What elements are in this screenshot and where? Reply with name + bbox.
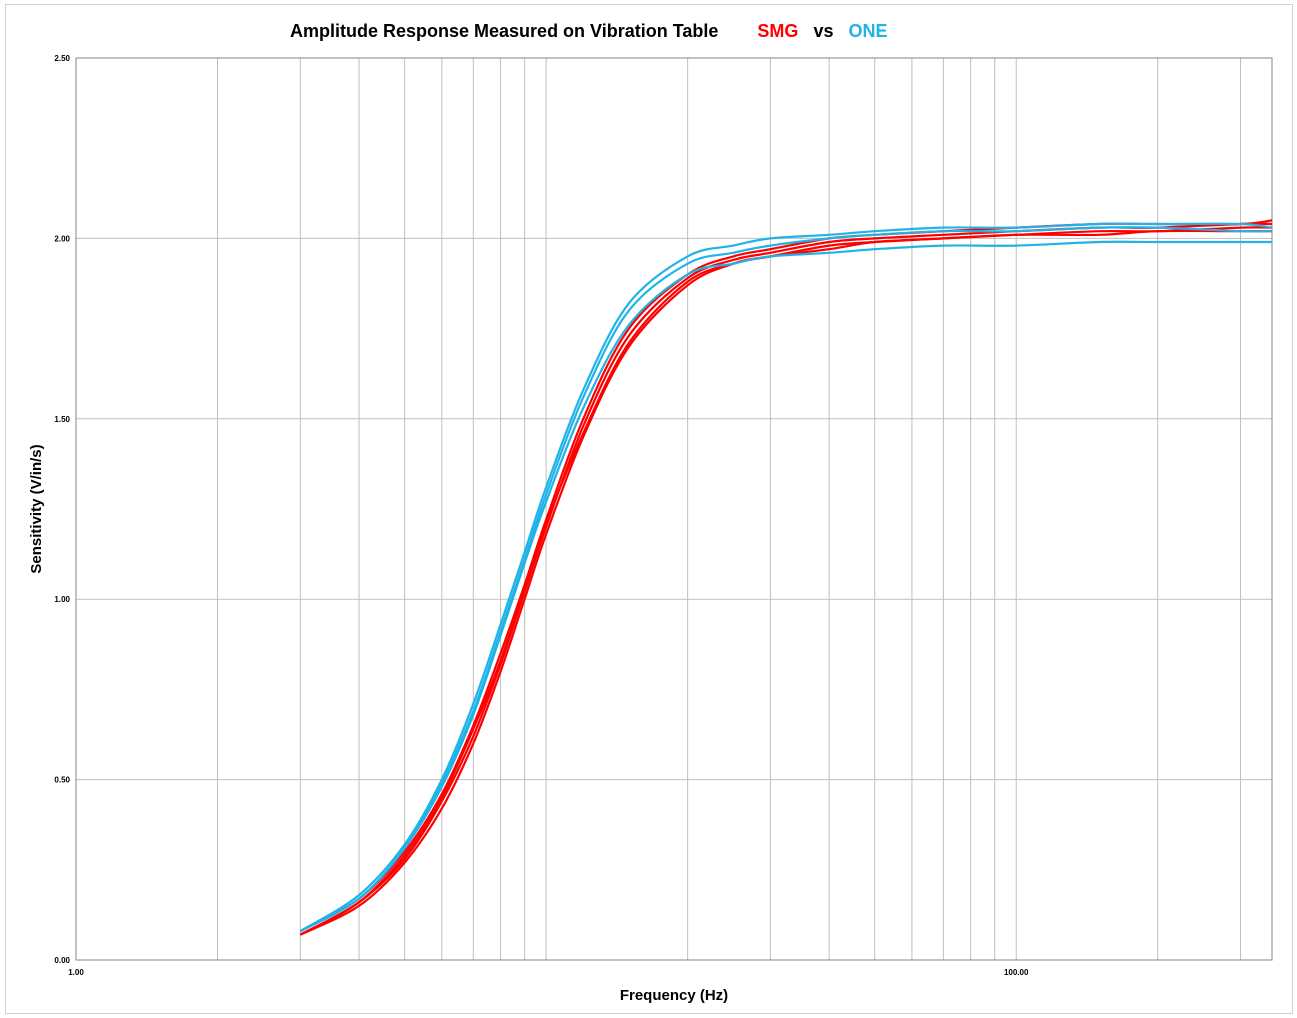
- y-tick-label: 1.50: [54, 415, 70, 424]
- tick-labels: 0.00 0.50 1.00 1.50 2.00 2.50 1.00 100.00: [54, 54, 1029, 977]
- y-tick-label: 1.00: [54, 595, 70, 604]
- y-tick-label: 2.50: [54, 54, 70, 63]
- series-line-smg-3: [299, 219, 1273, 933]
- series-line-smg-4: [299, 226, 1273, 936]
- x-tick-label: 1.00: [68, 968, 84, 977]
- title-tag-vs: vs: [813, 21, 833, 41]
- y-axis-title: Sensitivity (V/in/s): [28, 444, 45, 573]
- x-axis-title: Frequency (Hz): [620, 987, 728, 1004]
- title-tag-smg: SMG: [757, 21, 798, 41]
- series-layer: [299, 219, 1273, 936]
- series-line-one-5: [299, 222, 1273, 933]
- series-line-one-7: [299, 240, 1272, 933]
- series-line-smg-2: [299, 222, 1273, 936]
- series-line-smg-1: [299, 229, 1272, 936]
- y-tick-label: 0.50: [54, 776, 70, 785]
- chart-title-main: Amplitude Response Measured on Vibration…: [290, 21, 718, 41]
- title-tag-one: ONE: [849, 21, 888, 41]
- y-tick-label: 2.00: [54, 234, 70, 243]
- chart-frame: [5, 4, 1293, 1014]
- grid-layer: [76, 57, 1272, 961]
- plot-area-border: [75, 57, 1273, 961]
- series-line-one-6: [299, 226, 1273, 933]
- x-tick-label: 100.00: [1004, 968, 1029, 977]
- chart-title: Amplitude Response Measured on Vibration…: [290, 21, 888, 41]
- y-tick-label: 0.00: [54, 956, 70, 965]
